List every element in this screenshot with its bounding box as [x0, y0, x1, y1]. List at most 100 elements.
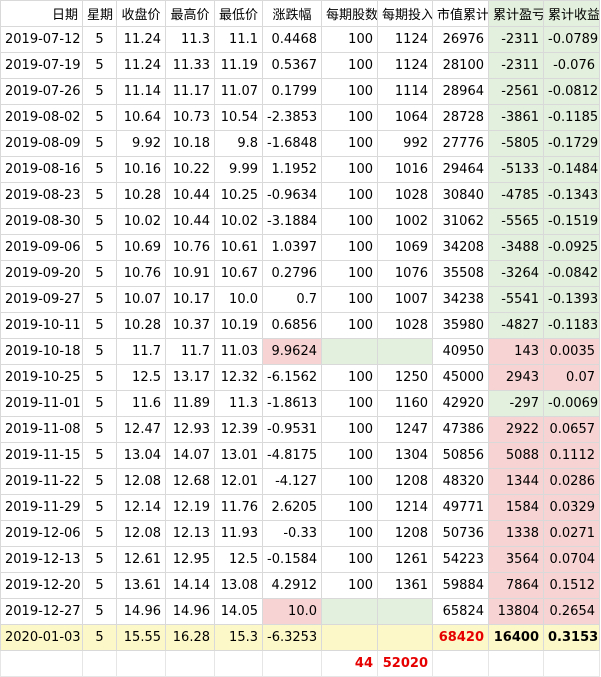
market-value-cell[interactable]: 26976	[432, 26, 489, 53]
return-cell[interactable]: -0.0925	[543, 234, 600, 261]
date-cell[interactable]: 2019-11-29	[0, 494, 83, 521]
col-header-invest[interactable]: 每期投入	[377, 0, 433, 27]
high-cell[interactable]: 10.18	[165, 130, 215, 157]
invest-cell[interactable]: 1069	[377, 234, 433, 261]
pnl-cell[interactable]: -4785	[488, 182, 544, 209]
date-cell[interactable]: 2019-12-27	[0, 598, 83, 625]
close-cell[interactable]: 12.47	[116, 416, 166, 443]
invest-cell[interactable]: 1028	[377, 182, 433, 209]
market-value-cell[interactable]: 40950	[432, 338, 489, 365]
high-cell[interactable]: 10.17	[165, 286, 215, 313]
shares-cell[interactable]: 100	[321, 442, 378, 469]
weekday-cell[interactable]: 5	[82, 390, 117, 417]
pnl-cell[interactable]: 3564	[488, 546, 544, 573]
change-cell[interactable]: 0.1799	[262, 78, 322, 105]
change-cell[interactable]: 9.9624	[262, 338, 322, 365]
pnl-cell[interactable]: -5565	[488, 208, 544, 235]
market-value-cell[interactable]: 45000	[432, 364, 489, 391]
date-cell[interactable]: 2019-09-20	[0, 260, 83, 287]
return-cell[interactable]: 0.0657	[543, 416, 600, 443]
invest-cell[interactable]: 992	[377, 130, 433, 157]
high-cell[interactable]: 10.44	[165, 208, 215, 235]
market-value-cell[interactable]: 30840	[432, 182, 489, 209]
date-cell[interactable]: 2019-08-16	[0, 156, 83, 183]
low-cell[interactable]: 10.67	[214, 260, 263, 287]
return-cell[interactable]: 0.1512	[543, 572, 600, 599]
low-cell[interactable]: 10.02	[214, 208, 263, 235]
shares-cell[interactable]: 100	[321, 390, 378, 417]
return-cell[interactable]: 0.0329	[543, 494, 600, 521]
high-cell[interactable]: 10.73	[165, 104, 215, 131]
shares-cell[interactable]: 100	[321, 52, 378, 79]
pnl-cell[interactable]: -3488	[488, 234, 544, 261]
weekday-cell[interactable]: 5	[82, 546, 117, 573]
col-header-return[interactable]: 累计收益率	[543, 0, 600, 27]
pnl-cell[interactable]: 7864	[488, 572, 544, 599]
high-cell[interactable]: 11.89	[165, 390, 215, 417]
change-cell[interactable]: -3.1884	[262, 208, 322, 235]
market-value-cell[interactable]: 50736	[432, 520, 489, 547]
invest-cell[interactable]	[377, 598, 433, 625]
date-cell[interactable]: 2020-01-03	[0, 624, 83, 651]
shares-cell[interactable]	[321, 598, 378, 625]
high-cell[interactable]: 11.33	[165, 52, 215, 79]
shares-cell[interactable]: 100	[321, 416, 378, 443]
low-cell[interactable]: 11.1	[214, 26, 263, 53]
invest-cell[interactable]: 1076	[377, 260, 433, 287]
pnl-cell[interactable]: -2561	[488, 78, 544, 105]
high-cell[interactable]: 14.07	[165, 442, 215, 469]
return-cell[interactable]: -0.1519	[543, 208, 600, 235]
high-cell[interactable]: 16.28	[165, 624, 215, 651]
return-cell[interactable]: 0.07	[543, 364, 600, 391]
invest-cell[interactable]: 1124	[377, 52, 433, 79]
empty-cell[interactable]	[214, 650, 263, 677]
pnl-cell[interactable]: -5133	[488, 156, 544, 183]
change-cell[interactable]: -6.3253	[262, 624, 322, 651]
close-cell[interactable]: 10.02	[116, 208, 166, 235]
shares-cell[interactable]: 100	[321, 520, 378, 547]
high-cell[interactable]: 11.7	[165, 338, 215, 365]
change-cell[interactable]: -0.33	[262, 520, 322, 547]
shares-cell[interactable]: 100	[321, 156, 378, 183]
pnl-cell[interactable]: -3861	[488, 104, 544, 131]
close-cell[interactable]: 12.08	[116, 468, 166, 495]
change-cell[interactable]: 0.2796	[262, 260, 322, 287]
high-cell[interactable]: 12.13	[165, 520, 215, 547]
high-cell[interactable]: 14.14	[165, 572, 215, 599]
market-value-cell[interactable]: 48320	[432, 468, 489, 495]
change-cell[interactable]: -2.3853	[262, 104, 322, 131]
shares-cell[interactable]: 100	[321, 260, 378, 287]
return-cell[interactable]: 0.0271	[543, 520, 600, 547]
col-header-high[interactable]: 最高价	[165, 0, 215, 27]
invest-cell[interactable]: 1250	[377, 364, 433, 391]
pnl-cell[interactable]: -4827	[488, 312, 544, 339]
close-cell[interactable]: 10.64	[116, 104, 166, 131]
return-cell[interactable]: -0.1393	[543, 286, 600, 313]
shares-cell[interactable]: 100	[321, 130, 378, 157]
high-cell[interactable]: 12.95	[165, 546, 215, 573]
market-value-cell[interactable]: 49771	[432, 494, 489, 521]
close-cell[interactable]: 11.6	[116, 390, 166, 417]
date-cell[interactable]: 2019-11-01	[0, 390, 83, 417]
low-cell[interactable]: 10.19	[214, 312, 263, 339]
high-cell[interactable]: 10.37	[165, 312, 215, 339]
change-cell[interactable]: -1.6848	[262, 130, 322, 157]
date-cell[interactable]: 2019-10-11	[0, 312, 83, 339]
return-cell[interactable]: 0.0035	[543, 338, 600, 365]
pnl-cell[interactable]: 2922	[488, 416, 544, 443]
col-header-weekday[interactable]: 星期	[82, 0, 117, 27]
weekday-cell[interactable]: 5	[82, 624, 117, 651]
market-value-cell[interactable]: 65824	[432, 598, 489, 625]
market-value-cell[interactable]: 47386	[432, 416, 489, 443]
invest-cell[interactable]: 1114	[377, 78, 433, 105]
return-cell[interactable]: -0.0789	[543, 26, 600, 53]
low-cell[interactable]: 10.61	[214, 234, 263, 261]
pnl-cell[interactable]: 2943	[488, 364, 544, 391]
high-cell[interactable]: 10.44	[165, 182, 215, 209]
weekday-cell[interactable]: 5	[82, 364, 117, 391]
market-value-cell[interactable]: 50856	[432, 442, 489, 469]
close-cell[interactable]: 10.69	[116, 234, 166, 261]
close-cell[interactable]: 12.5	[116, 364, 166, 391]
date-cell[interactable]: 2019-12-20	[0, 572, 83, 599]
low-cell[interactable]: 10.25	[214, 182, 263, 209]
